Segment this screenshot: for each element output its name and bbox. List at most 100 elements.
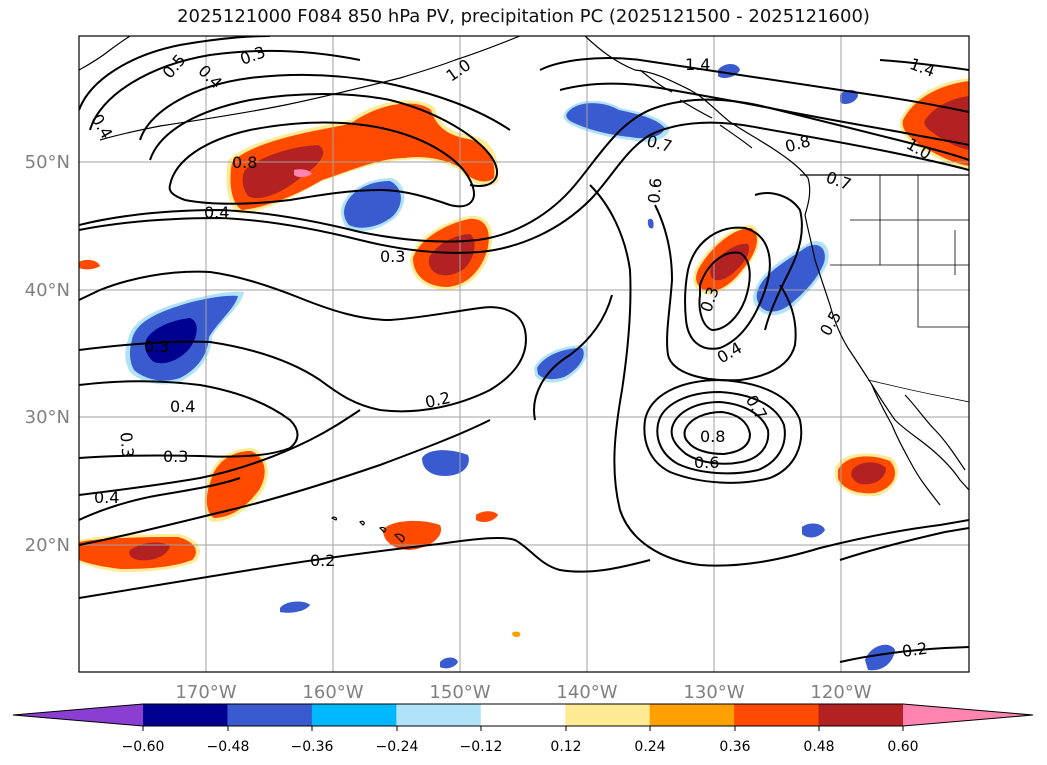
colorbar-segment [396, 704, 482, 726]
precip-positive-area [428, 234, 475, 276]
precip-positive-area [476, 511, 498, 523]
colorbar-segments [13, 704, 1033, 726]
colorbar-segment [565, 704, 651, 726]
contour-label: 0.3 [116, 431, 137, 458]
colorbar-segment [903, 704, 1033, 726]
pv-contour [79, 419, 491, 546]
precip-negative-area [756, 244, 825, 312]
alaska-coast [454, 36, 521, 61]
pv-contour [79, 121, 969, 254]
pv-contour [89, 49, 361, 131]
colorbar-tick-label: 0.60 [887, 739, 918, 755]
precip-positive-area [512, 631, 521, 637]
contour-label: 0.8 [700, 427, 725, 446]
pv-contour [643, 378, 803, 484]
hawaii-islands [330, 516, 405, 543]
pv-contour [79, 36, 271, 111]
precip-negative-area [802, 523, 825, 538]
colorbar-segment [227, 704, 313, 726]
pv-contour [79, 409, 361, 496]
colorbar-tick-label: −0.48 [207, 739, 250, 755]
pv-contour [698, 251, 751, 332]
pv-contour [839, 527, 969, 561]
pv-contour [168, 121, 475, 208]
contour-label: 0.4 [194, 61, 225, 92]
contour-label: 0.2 [310, 551, 335, 570]
map-area: 0.5 0.4 0.3 1.0 1.4 1.4 0.4 0.8 0.4 0.3 … [79, 36, 969, 672]
colorbar-segment [480, 704, 566, 726]
lon-label: 150°W [429, 682, 490, 703]
contour-label: 0.2 [423, 388, 452, 412]
pv-contour [589, 184, 969, 567]
precip-negative-area [865, 644, 895, 671]
contour-labels: 0.5 0.4 0.3 1.0 1.4 1.4 0.4 0.8 0.4 0.3 … [87, 42, 937, 661]
us-mexico-border [867, 379, 969, 403]
colorbar: −0.60 −0.48 −0.36 −0.24 −0.12 0.12 0.24 … [12, 703, 1034, 755]
pv-contour [149, 93, 499, 187]
contour-label: 0.4 [714, 338, 746, 367]
colorbar-tick-label: 0.24 [634, 739, 665, 755]
contour-label: 0.8 [232, 153, 257, 172]
precip-negative-area [647, 218, 654, 229]
contour-label: 0.2 [901, 639, 929, 661]
precip-positive-area [230, 103, 495, 210]
pv-contour [79, 270, 527, 413]
contour-label: 0.4 [170, 397, 195, 416]
precip-negative-area [566, 103, 665, 139]
colorbar-tick-label: 0.48 [803, 739, 834, 755]
aleutian-islands [99, 59, 456, 141]
colorbar-segment [13, 704, 143, 726]
contour-label: 0.4 [204, 203, 229, 222]
contour-label: 0.6 [694, 453, 719, 472]
map-frame [78, 35, 970, 673]
colorbar-tick-label: −0.24 [376, 739, 419, 755]
pv-contour [754, 192, 803, 331]
pv-contour [79, 380, 299, 459]
colorbar-tick-label: 0.12 [550, 739, 581, 755]
precip-negative-area [440, 657, 458, 669]
pv-contours [79, 36, 969, 663]
colorbar-segment [649, 704, 735, 726]
precip-positive-area [242, 145, 324, 199]
pv-contour [533, 294, 613, 421]
pv-contour [79, 536, 651, 599]
precip-negative-area [840, 89, 858, 104]
precip-negative-area [537, 348, 584, 380]
pv-contour [839, 646, 969, 663]
precip-positive-area [851, 462, 886, 485]
colorbar-tick-label: 0.36 [719, 739, 750, 755]
contour-label: 0.3 [163, 447, 188, 466]
longitude-labels: 170°W 160°W 150°W 140°W 130°W 120°W [175, 682, 871, 703]
lat-label: 40°N [25, 280, 70, 301]
colorbar-segment [311, 704, 397, 726]
contour-label: 1.4 [685, 55, 710, 74]
pv-contour [79, 477, 241, 521]
colorbar-segment [818, 704, 904, 726]
precip-negative-area [344, 181, 401, 228]
lon-label: 170°W [175, 682, 236, 703]
contour-label: 0.4 [87, 111, 116, 143]
gridlines [79, 36, 969, 672]
contour-label: 1.0 [442, 55, 474, 85]
lat-label: 20°N [25, 535, 70, 556]
precip-negative-area [280, 601, 310, 613]
contour-label: 0.5 [159, 50, 190, 82]
pv-contour [654, 204, 797, 382]
lon-label: 160°W [302, 682, 363, 703]
contour-label: 0.8 [783, 131, 813, 156]
contour-label: 0.7 [645, 131, 675, 156]
colorbar-tick-label: −0.60 [122, 739, 165, 755]
pv-contour [879, 59, 969, 71]
precip-positive-area [129, 542, 170, 561]
pv-contour [559, 82, 969, 146]
precip-negative-area [718, 64, 740, 78]
latitude-labels: 50°N 40°N 30°N 20°N [25, 152, 70, 556]
precip-negative-area [145, 318, 197, 364]
colorbar-ticks: −0.60 −0.48 −0.36 −0.24 −0.12 0.12 0.24 … [122, 726, 919, 755]
contour-label: 1.4 [907, 54, 937, 81]
figure-title: 2025121000 F084 850 hPa PV, precipitatio… [177, 6, 870, 27]
pv-contour [683, 410, 752, 456]
precip-positive-area [206, 451, 265, 518]
lon-label: 140°W [556, 682, 617, 703]
